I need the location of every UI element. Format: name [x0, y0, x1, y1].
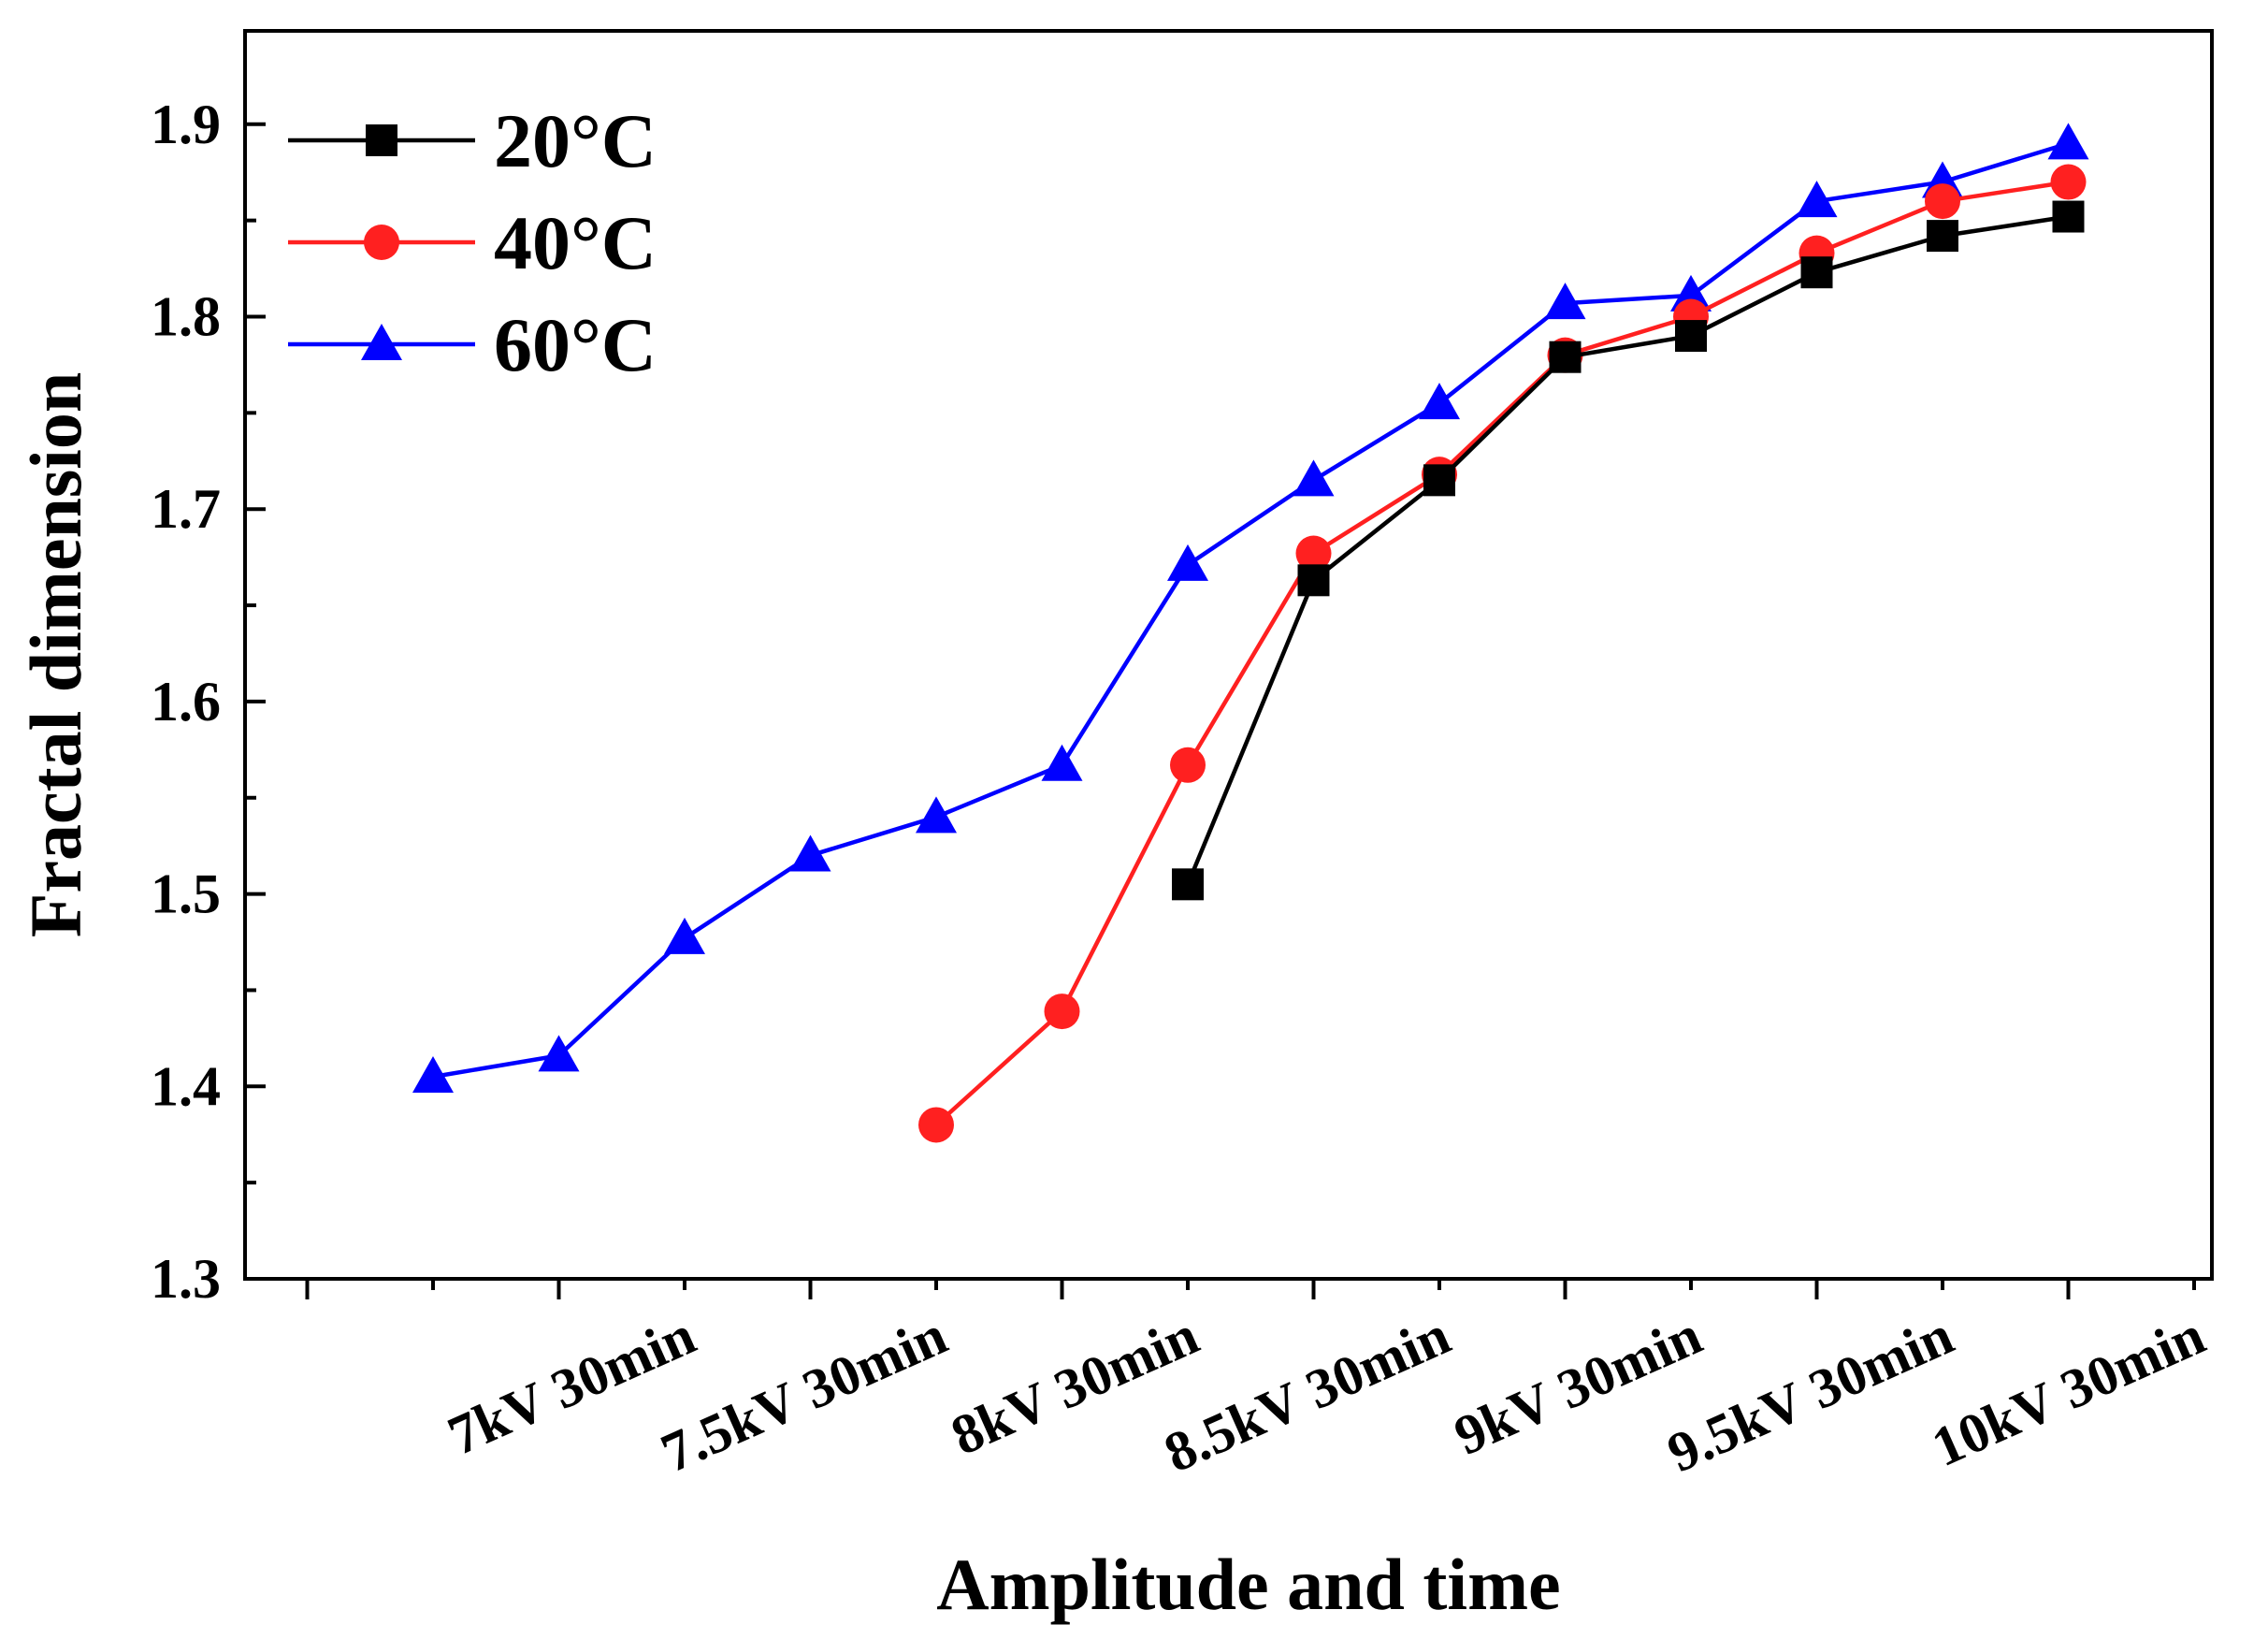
y-tick-label: 1.9 [151, 94, 221, 155]
data-point-60c [1419, 383, 1460, 420]
data-point-60c [538, 1035, 580, 1072]
data-point-40c [1925, 183, 1960, 220]
data-point-60c [789, 834, 831, 872]
data-point-20c [2052, 200, 2085, 233]
legend-marker-60c [361, 324, 402, 360]
legend-label-20c: 20°C [494, 98, 657, 183]
data-point-20c [1675, 320, 1707, 353]
plot-frame [243, 29, 2214, 1281]
y-tick-label: 1.6 [151, 671, 221, 732]
legend: 20°C 40°C 60°C [288, 98, 657, 387]
data-point-60c [664, 917, 705, 954]
y-axis: 1.3 1.4 1.5 1.6 1.7 1.8 1.9 [151, 94, 266, 1310]
legend-label-40c: 40°C [494, 200, 657, 285]
data-point-60c [1167, 544, 1208, 581]
data-point-40c [1044, 994, 1080, 1030]
data-point-60c [1544, 283, 1586, 320]
data-point-20c [1927, 220, 1958, 253]
data-point-60c [1293, 459, 1335, 497]
legend-label-60c: 60°C [494, 302, 657, 387]
y-axis-title: Fractal dimension [15, 372, 96, 937]
data-point-20c [1549, 341, 1582, 373]
y-tick-label: 1.4 [151, 1055, 221, 1117]
data-point-60c [412, 1056, 454, 1094]
series-line-60c [432, 141, 2070, 1080]
data-point-60c [1796, 181, 1838, 218]
y-tick-label: 1.7 [151, 478, 221, 540]
y-tick-label: 1.8 [151, 286, 221, 348]
data-point-40c [918, 1107, 954, 1143]
series-line-40c [934, 180, 2069, 1127]
data-point-60c [916, 796, 957, 834]
y-tick-label: 1.5 [151, 863, 221, 925]
data-point-20c [1172, 868, 1204, 901]
data-point-20c [1423, 464, 1455, 497]
series-layer [412, 123, 2089, 1143]
legend-marker-20c [366, 124, 397, 156]
series-line-20c [1185, 214, 2069, 886]
data-point-20c [1800, 256, 1833, 289]
y-tick-label: 1.3 [151, 1248, 221, 1310]
data-point-60c [1041, 744, 1083, 781]
data-point-40c [1170, 747, 1206, 783]
data-point-20c [1297, 564, 1330, 597]
data-point-40c [2050, 164, 2087, 200]
x-axis-title: Amplitude and time [936, 1544, 1560, 1625]
legend-marker-40c [364, 225, 399, 260]
data-point-40c [1295, 535, 1332, 572]
data-point-60c [2047, 123, 2089, 160]
